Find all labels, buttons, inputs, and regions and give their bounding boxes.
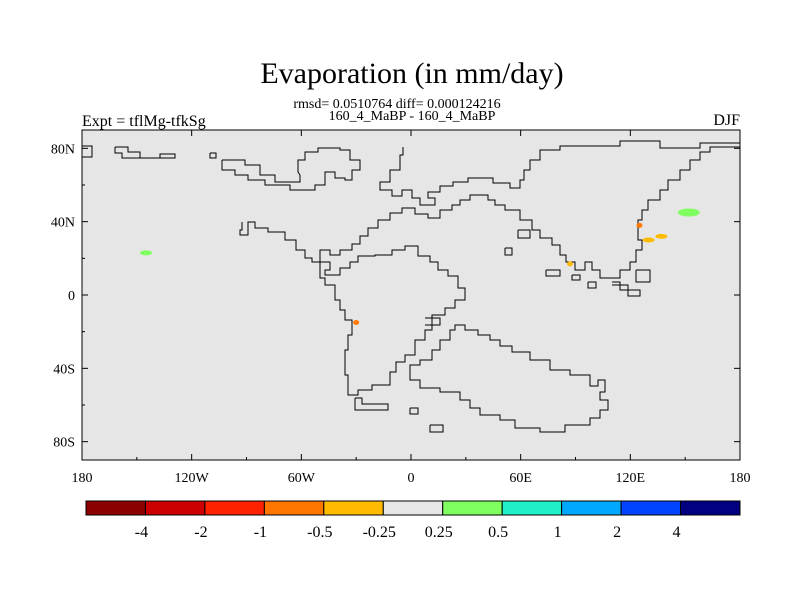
x-tick-label-1: 120W [175,471,210,486]
anomaly-patch-4 [655,233,668,239]
chart-title: Evaporation (in mm/day) [260,57,563,90]
x-tick-label-6: 180 [730,471,751,486]
anomaly-layer [139,208,700,325]
map-background [82,130,740,460]
colorbar-swatch-10 [680,500,741,516]
colorbar-label-9: 4 [673,524,681,541]
chart-subtitle: rmsd= 0.0510764 diff= 0.000124216 [293,97,500,112]
coastline [82,140,740,433]
colorbar-swatch-9 [620,500,682,516]
anomaly-patch-1 [139,250,152,256]
colorbar-label-1: -2 [194,524,207,541]
x-tick-label-2: 60W [288,471,316,486]
anomaly-patch-0 [677,208,700,217]
colorbar-swatch-1 [144,500,206,516]
colorbar-swatch-6 [442,500,503,516]
anomaly-patch-2 [567,261,574,267]
colorbar-swatch-3 [263,500,325,516]
colorbar-swatch-8 [561,500,622,516]
y-tick-label-0: 80N [51,142,75,157]
anomaly-patch-6 [353,320,360,325]
y-tick-label-2: 0 [68,289,75,304]
y-tick-label-4: 80S [53,436,75,451]
colorbar-swatch-7 [501,500,563,516]
colorbar-swatch-2 [204,500,265,516]
x-tick-label-3: 0 [408,471,415,486]
comparison-label: 160_4_MaBP - 160_4_MaBP [329,109,496,124]
colorbar-swatch-0 [85,500,146,516]
colorbar-swatch-5 [382,500,444,516]
anomaly-patch-5 [636,222,643,228]
colorbar-label-5: 0.25 [425,524,453,541]
colorbar-swatch-4 [323,500,384,516]
colorbar-label-8: 2 [613,524,621,541]
experiment-label: Expt = tflMg-tfkSg [82,113,206,130]
colorbar-label-7: 1 [554,524,562,541]
axes: 180 120W 60W 0 60E 120E 180 80N 40N 0 40S 80S [51,130,751,486]
colorbar: -4 -2 -1 -0.5 -0.25 0.25 0.5 1 2 4 [85,500,741,541]
x-tick-label-5: 120E [616,471,646,486]
y-tick-label-1: 40N [51,216,75,231]
colorbar-label-3: -0.5 [307,524,332,541]
colorbar-label-0: -4 [135,524,148,541]
x-tick-label-0: 180 [72,471,93,486]
colorbar-label-4: -0.25 [363,524,396,541]
colorbar-label-6: 0.5 [488,524,508,541]
season-label: DJF [713,112,740,129]
anomaly-patch-3 [642,237,655,243]
colorbar-label-2: -1 [254,524,267,541]
x-tick-label-4: 60E [509,471,532,486]
y-tick-label-3: 40S [53,362,75,377]
